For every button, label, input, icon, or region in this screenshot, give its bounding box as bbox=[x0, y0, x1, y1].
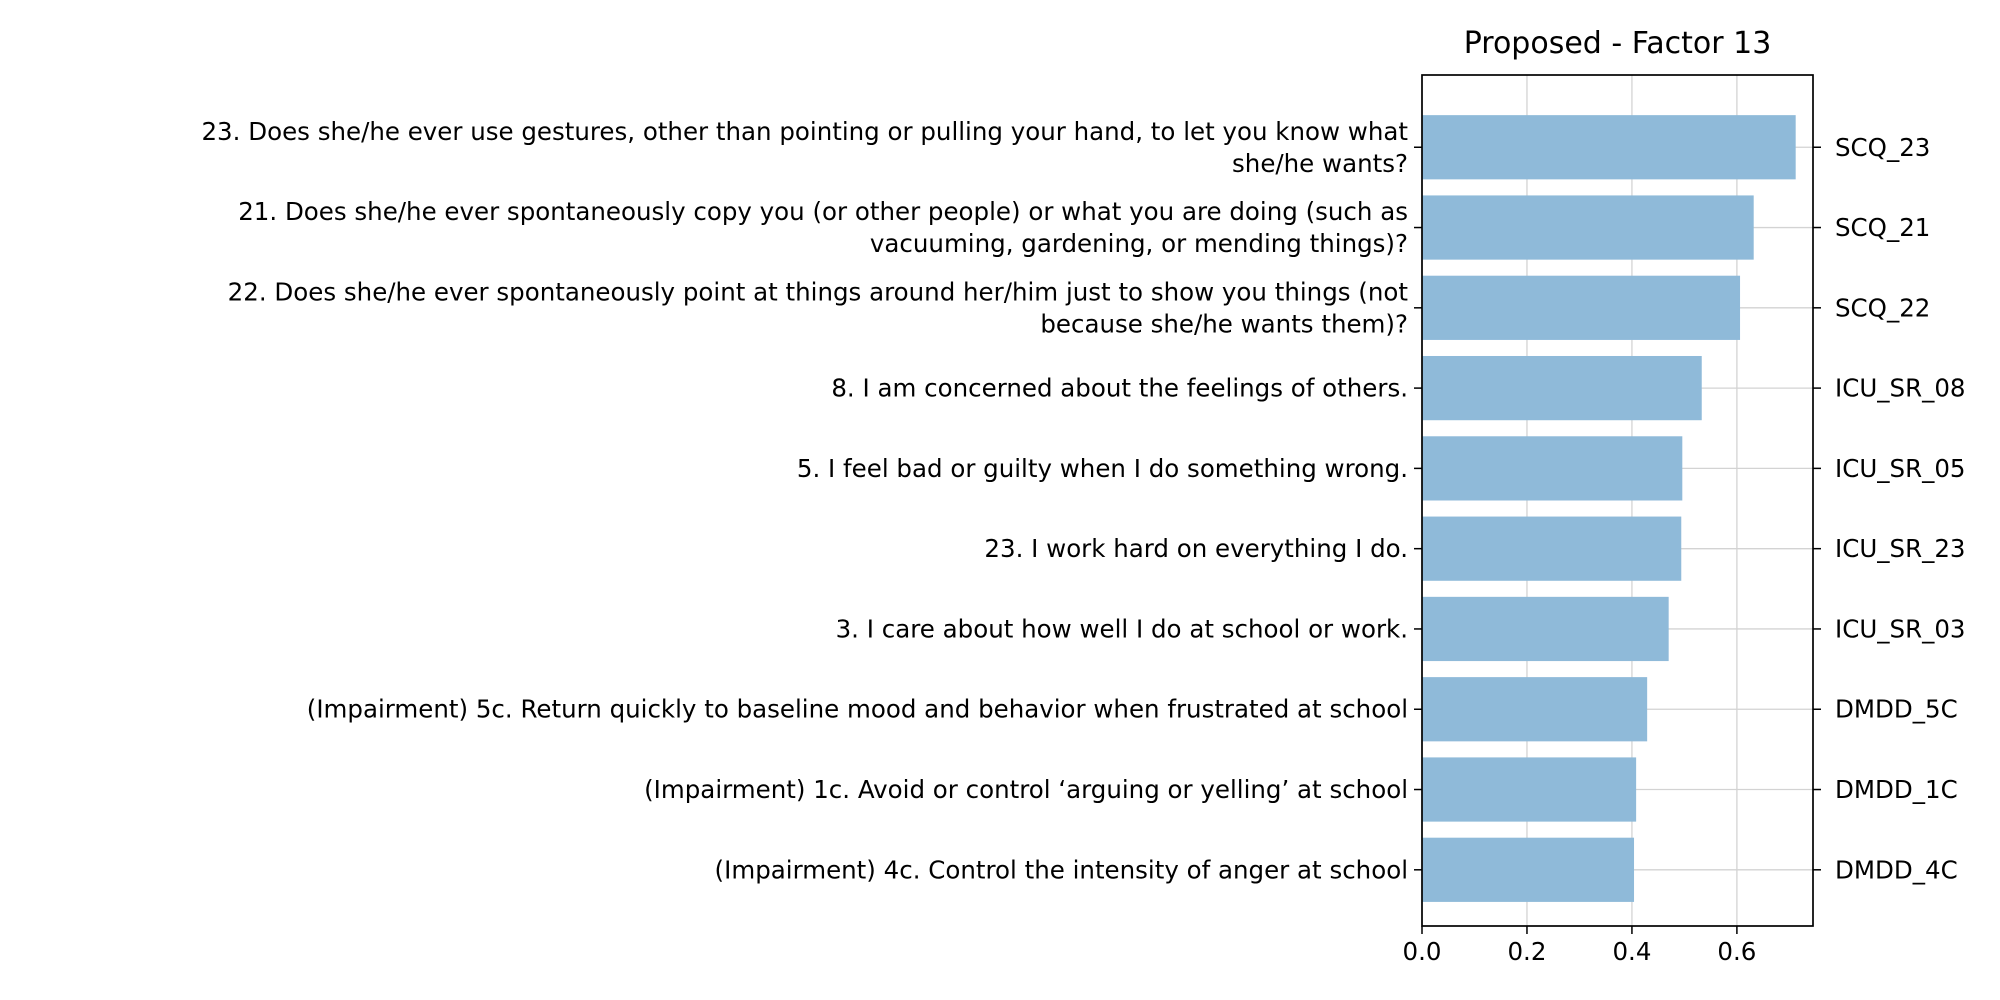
x-tick-label: 0.4 bbox=[1612, 937, 1651, 966]
bar bbox=[1422, 115, 1796, 180]
category-label: 23. I work hard on everything I do. bbox=[984, 534, 1408, 563]
x-axis: 0.0 0.2 0.4 0.6 bbox=[1403, 926, 1756, 966]
category-label: 22. Does she/he ever spontaneously point… bbox=[228, 277, 1409, 306]
code-label: DMDD_4C bbox=[1835, 855, 1958, 884]
bar bbox=[1422, 757, 1637, 822]
code-label: SCQ_23 bbox=[1835, 133, 1930, 162]
x-tick-label: 0.6 bbox=[1717, 937, 1756, 966]
category-label: vacuuming, gardening, or mending things)… bbox=[870, 229, 1408, 258]
code-label: ICU_SR_05 bbox=[1835, 454, 1966, 483]
bar bbox=[1422, 436, 1683, 501]
chart-title: Proposed - Factor 13 bbox=[1464, 26, 1772, 61]
code-label: SCQ_22 bbox=[1835, 293, 1930, 322]
category-label: 21. Does she/he ever spontaneously copy … bbox=[238, 197, 1408, 226]
category-label: (Impairment) 5c. Return quickly to basel… bbox=[307, 695, 1408, 724]
bar bbox=[1422, 516, 1682, 581]
category-label: 3. I care about how well I do at school … bbox=[836, 614, 1408, 643]
bar bbox=[1422, 195, 1754, 260]
category-label: 23. Does she/he ever use gestures, other… bbox=[201, 117, 1408, 146]
code-label: DMDD_5C bbox=[1835, 695, 1958, 724]
category-label: (Impairment) 1c. Avoid or control ‘argui… bbox=[644, 775, 1408, 804]
category-label: 5. I feel bad or guilty when I do someth… bbox=[797, 454, 1408, 483]
bar bbox=[1422, 837, 1635, 902]
bar bbox=[1422, 275, 1741, 340]
category-label: (Impairment) 4c. Control the intensity o… bbox=[715, 855, 1408, 884]
plot-frame bbox=[1421, 74, 1814, 927]
question-labels: 23. Does she/he ever use gestures, other… bbox=[201, 117, 1422, 884]
x-tick-label: 0.2 bbox=[1507, 937, 1546, 966]
bars bbox=[1422, 115, 1796, 902]
bar bbox=[1422, 677, 1648, 742]
x-tick-label: 0.0 bbox=[1403, 937, 1442, 966]
bar bbox=[1422, 596, 1669, 662]
category-label: she/he wants? bbox=[1232, 149, 1408, 178]
code-label: ICU_SR_03 bbox=[1835, 614, 1966, 643]
bar bbox=[1422, 355, 1702, 421]
code-label: DMDD_1C bbox=[1835, 775, 1958, 804]
code-label: ICU_SR_23 bbox=[1835, 534, 1966, 563]
code-labels: SCQ_23 SCQ_21 SCQ_22 ICU_SR_08 ICU_SR_05 ICU_… bbox=[1813, 133, 1966, 884]
code-label: ICU_SR_08 bbox=[1835, 374, 1966, 403]
category-label: because she/he wants them)? bbox=[1040, 309, 1408, 338]
code-label: SCQ_21 bbox=[1835, 213, 1930, 242]
category-label: 8. I am concerned about the feelings of … bbox=[831, 374, 1408, 403]
